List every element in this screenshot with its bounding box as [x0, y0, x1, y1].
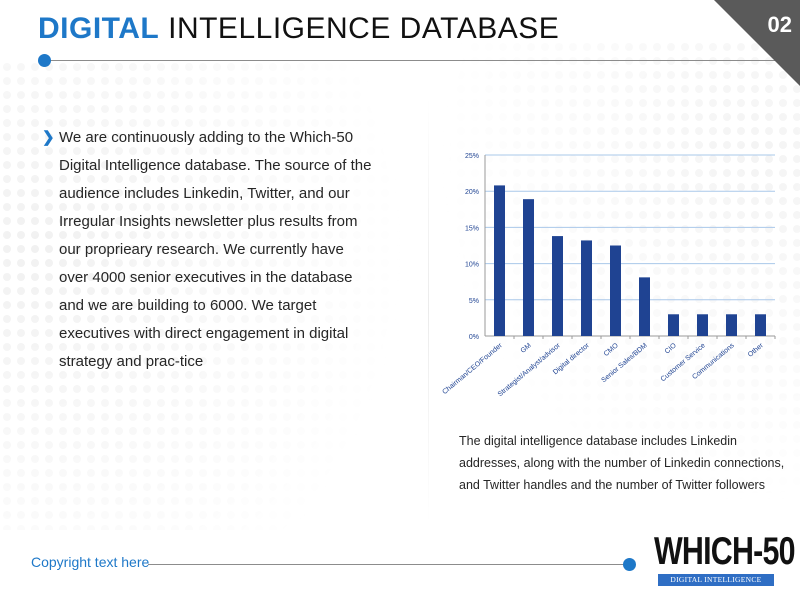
- page-title: DIGITAL INTELLIGENCE DATABASE: [38, 12, 559, 46]
- bar-chart: 0%5%10%15%20%25%Chairman/CEO/Founder GMSt…: [441, 153, 776, 398]
- logo-band: [658, 574, 774, 586]
- x-tick-label: Other: [747, 342, 765, 359]
- bar: [523, 199, 534, 336]
- bar: [668, 314, 679, 336]
- title-dot: [38, 54, 51, 67]
- chevron-right-icon: ❯: [42, 129, 55, 146]
- y-tick-label: 15%: [465, 225, 479, 232]
- bar: [610, 245, 621, 336]
- footer-rule: [148, 564, 626, 565]
- bar: [726, 314, 737, 336]
- which50-logo: WHICH-50 DIGITAL INTELLIGENCE: [654, 532, 796, 587]
- chart-caption: The digital intelligence database includ…: [459, 434, 785, 492]
- y-tick-label: 10%: [465, 262, 479, 269]
- x-tick-label: CIO: [664, 342, 678, 356]
- bar: [581, 240, 592, 336]
- logo-subtitle: DIGITAL INTELLIGENCE: [670, 575, 762, 584]
- bullet-block: ❯ We are continuously adding to the Whic…: [42, 124, 372, 376]
- bar: [755, 314, 766, 336]
- title-rule: [44, 60, 794, 61]
- footer-dot: [623, 558, 636, 571]
- bar: [494, 185, 505, 336]
- bullet-text: We are continuously adding to the Which-…: [59, 129, 372, 370]
- bar: [697, 314, 708, 336]
- x-tick-label: Chairman/CEO/Founder: [441, 342, 504, 396]
- copyright-text: Copyright text here: [31, 554, 150, 570]
- page-corner-triangle: [714, 0, 800, 86]
- page-number: 02: [767, 12, 792, 37]
- y-tick-label: 5%: [469, 298, 479, 305]
- bar: [552, 236, 563, 336]
- logo-wordmark: WHICH-50: [654, 530, 796, 573]
- page-title-rest: INTELLIGENCE DATABASE: [168, 12, 560, 45]
- y-tick-label: 0%: [469, 334, 479, 341]
- bar: [639, 277, 650, 336]
- y-tick-label: 25%: [465, 153, 479, 160]
- column-divider: [428, 95, 429, 525]
- page-title-accent: DIGITAL: [38, 12, 160, 45]
- x-tick-label: GM: [520, 342, 533, 355]
- x-tick-label: CMO: [603, 342, 620, 358]
- y-tick-label: 20%: [465, 189, 479, 196]
